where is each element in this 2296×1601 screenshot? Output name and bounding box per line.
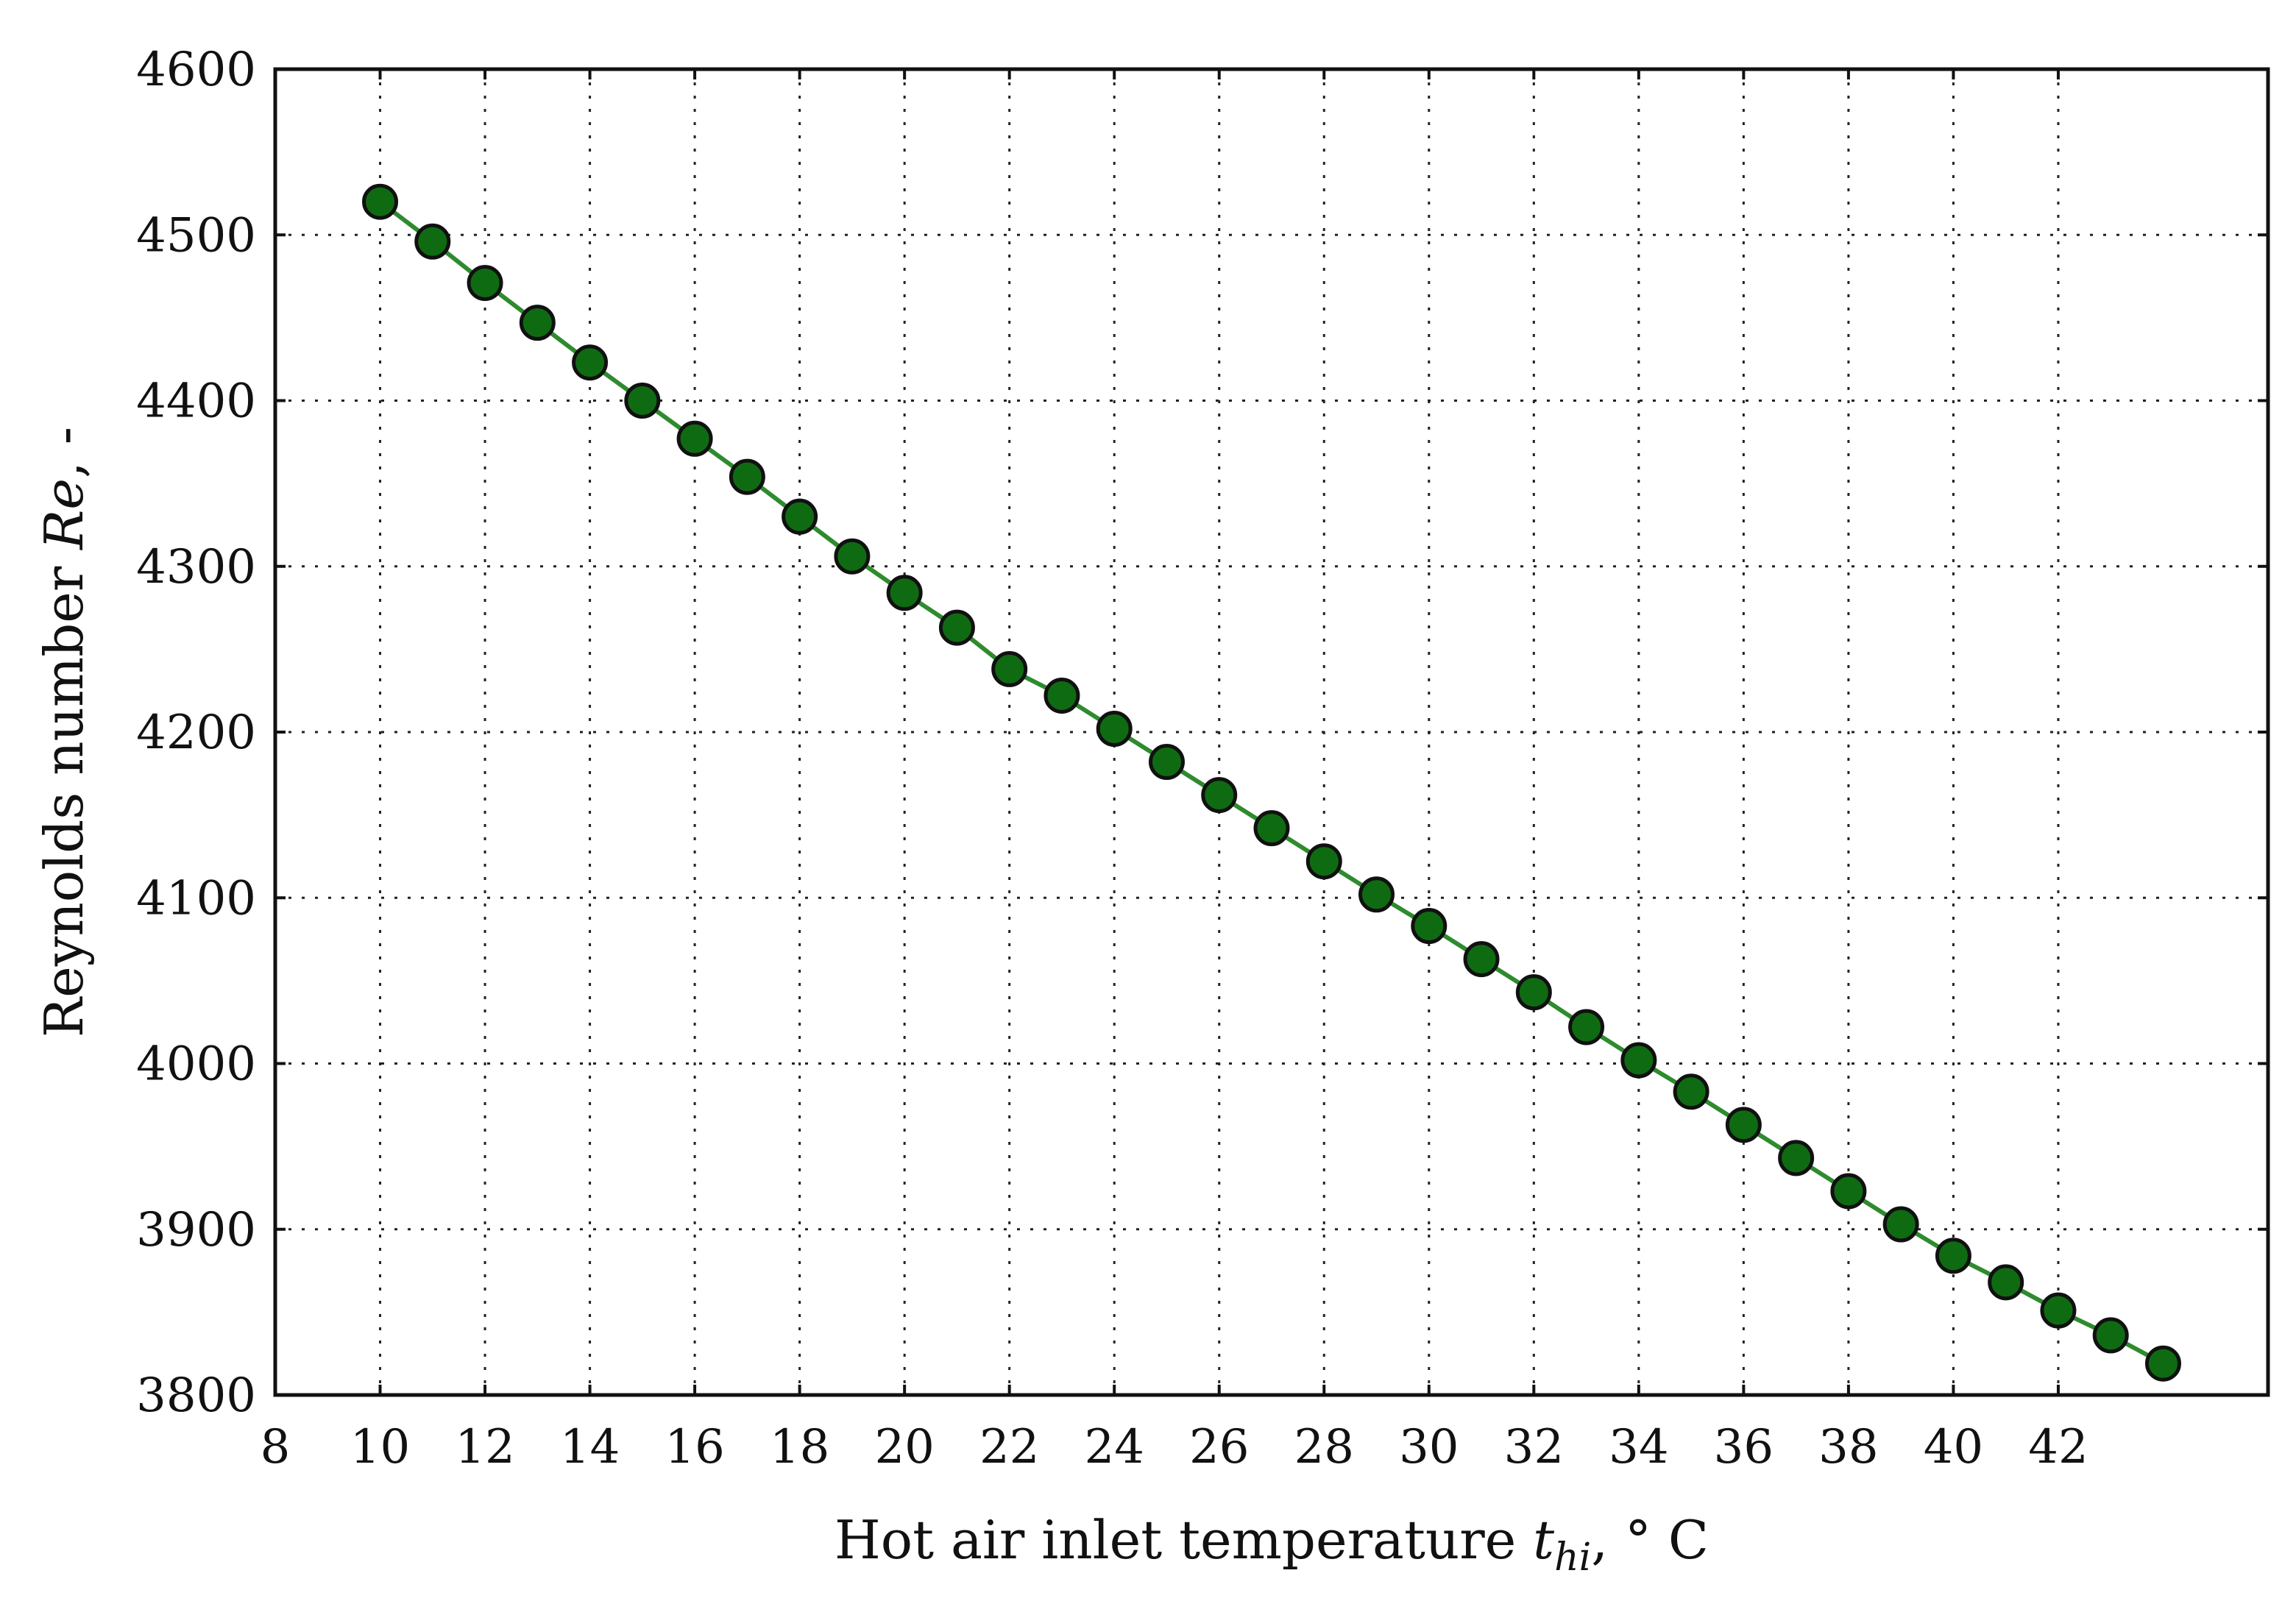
x-tick-label: 26	[1189, 1420, 1249, 1474]
data-point	[834, 538, 871, 575]
y-tick-label: 3800	[136, 1369, 256, 1423]
data-point	[1882, 1206, 1919, 1243]
data-point	[1778, 1140, 1815, 1176]
x-tick-label: 28	[1294, 1420, 1354, 1474]
data-point	[1148, 744, 1185, 781]
data-point	[467, 265, 503, 302]
x-tick-label: 30	[1399, 1420, 1459, 1474]
x-tick-label: 22	[979, 1420, 1039, 1474]
x-tick-label: 16	[665, 1420, 724, 1474]
data-point	[1935, 1238, 1971, 1274]
x-tick-label: 32	[1504, 1420, 1564, 1474]
series-line	[378, 199, 2164, 1366]
x-axis-ticks: 8 10 12 14 16 18 20 22 24 26 28 30 32 34 36 38 40 42	[261, 69, 2088, 1474]
data-point	[729, 458, 765, 495]
x-tick-label: 34	[1609, 1420, 1668, 1474]
data-point	[938, 609, 975, 646]
y-axis-ticks: 3800 3900 4000 4100 4200 4300 4400 4500 4600	[136, 43, 2268, 1423]
data-point	[1411, 908, 1448, 945]
y-tick-label: 4300	[136, 540, 256, 594]
data-point	[1515, 974, 1552, 1011]
x-axis-title: Hot air inlet temperature thi, ° C	[835, 1509, 1709, 1580]
y-tick-label: 4500	[136, 208, 256, 263]
data-point	[1725, 1107, 1762, 1143]
data-point	[624, 383, 661, 419]
data-point	[1620, 1042, 1657, 1079]
x-tick-label: 8	[261, 1420, 291, 1474]
data-point	[572, 344, 609, 381]
data-point	[1988, 1264, 2024, 1301]
data-point	[1463, 941, 1500, 978]
data-series	[362, 183, 2181, 1382]
x-tick-label: 14	[560, 1420, 620, 1474]
x-tick-label: 20	[874, 1420, 934, 1474]
x-tick-label: 36	[1714, 1420, 1774, 1474]
y-tick-label: 4000	[136, 1037, 256, 1092]
data-point	[362, 183, 399, 220]
data-point	[1358, 876, 1395, 913]
y-tick-label: 4600	[136, 43, 256, 97]
data-point	[676, 420, 713, 457]
data-point	[991, 650, 1028, 687]
x-tick-label: 12	[455, 1420, 514, 1474]
data-point	[1568, 1009, 1605, 1046]
data-point	[414, 223, 451, 260]
data-point	[2040, 1292, 2077, 1329]
x-tick-label: 38	[1818, 1420, 1878, 1474]
x-tick-label: 40	[1924, 1420, 1983, 1474]
x-tick-label: 10	[350, 1420, 410, 1474]
y-tick-label: 4100	[136, 871, 256, 926]
x-tick-label: 24	[1084, 1420, 1144, 1474]
data-point	[1253, 810, 1290, 847]
grid-lines	[275, 69, 2268, 1395]
data-point	[2092, 1317, 2129, 1354]
y-axis-title: Reynolds number Re, -	[33, 427, 95, 1037]
data-point	[2144, 1345, 2181, 1382]
data-point	[886, 575, 923, 611]
data-point	[519, 305, 556, 341]
y-tick-label: 4400	[136, 374, 256, 429]
data-point	[1305, 843, 1342, 880]
data-point	[1096, 710, 1133, 747]
x-tick-label: 42	[2028, 1420, 2088, 1474]
x-tick-label: 18	[770, 1420, 829, 1474]
data-point	[1830, 1173, 1867, 1210]
data-point	[1673, 1073, 1709, 1110]
data-point	[782, 498, 818, 535]
y-tick-label: 4200	[136, 706, 256, 760]
data-point	[1201, 777, 1238, 814]
y-tick-label: 3900	[136, 1203, 256, 1257]
data-point	[1044, 677, 1080, 714]
